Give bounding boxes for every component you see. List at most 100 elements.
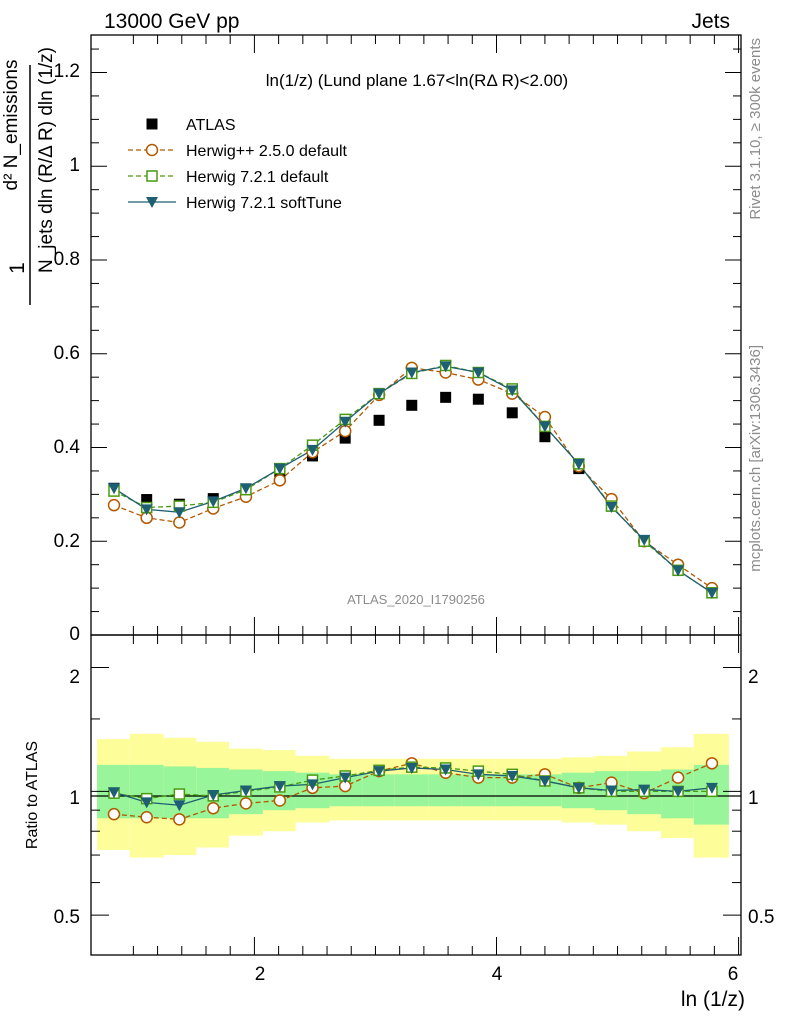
ylabel-one: 1 [6,262,29,274]
data-point-softtune [273,463,286,475]
main-axis-ticks [91,35,741,636]
data-point-softtune [572,458,585,470]
ratio-axis-ticks [91,635,741,955]
legend-label-softtune: Herwig 7.2.1 softTune [186,195,342,212]
legend-marker-softtune [146,197,158,208]
legend-label-herwigpp: Herwig++ 2.5.0 default [186,143,348,160]
ratio-band-inner-bin [362,774,395,807]
data-point-softtune [306,444,319,456]
ratio-ytick-label-right: 1 [748,788,759,809]
ratio-point-softtune [672,786,685,798]
data-point-atlas [141,494,153,506]
ratio-point-softtune [273,781,286,793]
ratio-point-softtune [207,789,220,801]
ratio-ytick-label-left: 1 [69,788,80,809]
data-point-atlas [440,391,452,403]
ratio-point-softtune [572,782,585,794]
ratio-point-softtune [107,787,120,799]
data-point-softtune [207,496,220,508]
main-y-tick-labels: 0 0.2 0.4 0.6 0.8 1 1.2 [54,61,81,645]
data-point-atlas [406,399,418,411]
x-axis-label: ln (1/z) [681,988,745,1011]
ratio-band-inner-bin [428,774,462,807]
main-series-group [107,359,719,599]
data-point-herwigpp [107,498,121,512]
ratio-point-herwigpp [671,771,685,784]
data-point-softtune [638,534,651,546]
ratio-panel-frame [90,634,742,956]
ratio-ytick-label-left: 0.5 [54,907,80,928]
ratio-point-softtune [140,797,153,809]
ratio-point-herwigpp [140,811,153,824]
data-point-atlas [472,393,484,405]
ratio-ytick-label-right: 0.5 [748,907,774,928]
ratio-point-softtune [538,775,551,787]
legend-marker-atlas [146,118,158,130]
rivet-version-label: Rivet 3.1.10, ≥ 300k events [747,38,764,220]
series-line-herwig721 [113,364,713,594]
ratio-plot-panel: 2 1 0.5 2 1 0.5 [54,634,774,956]
ratio-point-softtune [239,785,252,797]
main-ytick-label: 1 [69,155,80,176]
main-y-axis-label: 1 d² N_emissions N_jets dln (R/Δ R) dln … [1,47,57,305]
ratio-band-inner-bin [129,764,164,819]
ratio-ytick-label-right: 2 [748,667,759,688]
main-chart-title: ln(1/z) (Lund plane 1.67<ln(RΔ R)<2.00) [266,71,568,90]
main-ytick-label: 0.8 [54,249,80,270]
ratio-point-softtune [405,762,418,774]
header-right-label: Jets [691,10,730,33]
data-point-softtune [705,587,718,599]
mcplots-credit-label: mcplots.cern.ch [arXiv:1306.3436] [747,345,764,572]
ratio-point-softtune [173,800,186,812]
data-point-softtune [339,416,352,428]
data-point-softtune [107,483,120,495]
data-point-softtune [239,483,252,495]
data-point-softtune [173,507,186,519]
ratio-point-herwigpp [239,797,253,810]
ratio-point-softtune [439,764,452,776]
data-point-atlas [339,432,351,444]
ratio-point-softtune [306,779,319,791]
ratio-band-inner-bin [394,774,429,807]
data-point-softtune [472,367,485,379]
data-point-atlas [373,414,385,426]
xtick-label: 6 [728,964,739,985]
legend: ATLAS Herwig++ 2.5.0 default Herwig 7.2.… [128,117,348,212]
data-point-softtune [405,367,418,379]
main-ytick-label: 0.4 [54,437,81,458]
xtick-label: 4 [492,964,503,985]
header-left-label: 13000 GeV pp [104,10,239,33]
ratio-point-herwigpp [705,757,719,770]
ratio-series-group [107,757,719,826]
analysis-watermark: ATLAS_2020_I1790256 [347,592,485,607]
legend-label-atlas: ATLAS [186,117,236,134]
main-ytick-label: 0.2 [54,531,80,552]
ratio-point-softtune [339,772,352,784]
legend-markers [128,118,176,208]
ratio-point-herwigpp [207,801,220,815]
data-point-softtune [140,504,153,516]
legend-marker-herwigpp [145,143,159,157]
ratio-point-softtune [373,766,386,778]
ratio-point-herwig721 [173,788,186,800]
legend-marker-herwig721 [146,170,158,182]
ratio-ytick-label-left: 2 [69,667,80,688]
ratio-point-softtune [472,769,485,781]
ylabel-denominator: N_jets dln (R/Δ R) dln (1/z) [36,47,57,273]
ratio-point-softtune [506,770,519,782]
xtick-label: 2 [255,964,266,985]
main-ytick-label: 0.6 [54,343,80,364]
main-plot-panel: 0 0.2 0.4 0.6 0.8 1 1.2 ln(1/z) (Lund pl… [54,34,742,645]
data-point-softtune [538,421,551,433]
ratio-y-axis-label: Ratio to ATLAS [24,741,41,849]
legend-label-herwig721: Herwig 7.2.1 default [186,169,329,186]
ratio-point-softtune [605,785,618,797]
ylabel-numerator: d² N_emissions [1,60,22,191]
data-point-softtune [439,361,452,373]
main-ytick-label: 0 [69,624,80,645]
main-ytick-label: 1.2 [54,61,80,82]
data-point-atlas [539,431,551,443]
data-point-softtune [672,565,685,577]
data-point-softtune [506,385,519,397]
